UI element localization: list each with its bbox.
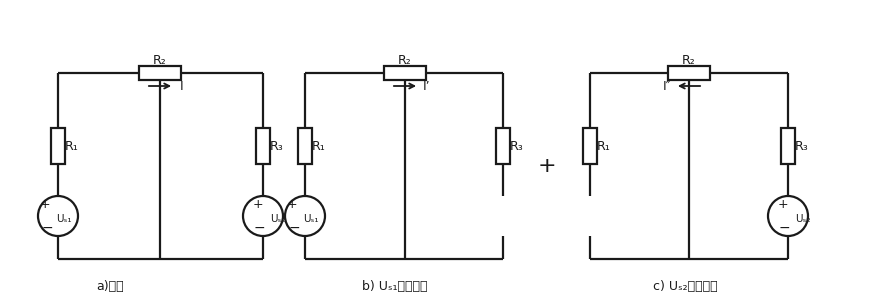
Text: +: +	[253, 198, 263, 212]
Text: +: +	[40, 198, 51, 212]
Text: R₁: R₁	[597, 139, 611, 153]
Bar	[781, 128, 795, 164]
Text: I: I	[181, 79, 184, 92]
Circle shape	[285, 196, 325, 236]
Text: +: +	[538, 156, 556, 176]
Text: R₂: R₂	[682, 54, 696, 67]
Text: −: −	[41, 221, 53, 235]
Text: R₂: R₂	[153, 54, 167, 67]
Text: I’: I’	[423, 79, 431, 92]
Text: R₃: R₃	[510, 139, 524, 153]
Bar	[298, 128, 312, 164]
Bar	[496, 128, 510, 164]
Bar	[583, 128, 597, 164]
Text: Uₛ₁: Uₛ₁	[303, 214, 319, 224]
Text: Uₛ₂: Uₛ₂	[795, 214, 811, 224]
Text: Uₛ₁: Uₛ₁	[56, 214, 72, 224]
Text: R₃: R₃	[270, 139, 284, 153]
Bar	[51, 128, 65, 164]
Text: b) Uₛ₁单独作用: b) Uₛ₁单独作用	[362, 280, 428, 293]
Circle shape	[38, 196, 78, 236]
Text: −: −	[288, 221, 300, 235]
Circle shape	[243, 196, 283, 236]
Text: Uₛ₂: Uₛ₂	[270, 214, 286, 224]
Circle shape	[768, 196, 808, 236]
Bar	[668, 66, 710, 80]
Text: R₃: R₃	[795, 139, 809, 153]
Text: R₁: R₁	[65, 139, 78, 153]
Text: I″: I″	[663, 79, 671, 92]
Text: R₁: R₁	[312, 139, 326, 153]
Bar	[256, 128, 270, 164]
Text: R₂: R₂	[399, 54, 412, 67]
Bar	[139, 66, 181, 80]
Bar	[384, 66, 426, 80]
Text: +: +	[778, 198, 788, 212]
Text: +: +	[287, 198, 297, 212]
Text: −: −	[778, 221, 790, 235]
Text: −: −	[253, 221, 265, 235]
Text: a)电路: a)电路	[96, 280, 124, 293]
Text: c) Uₛ₂单独作用: c) Uₛ₂单独作用	[652, 280, 718, 293]
